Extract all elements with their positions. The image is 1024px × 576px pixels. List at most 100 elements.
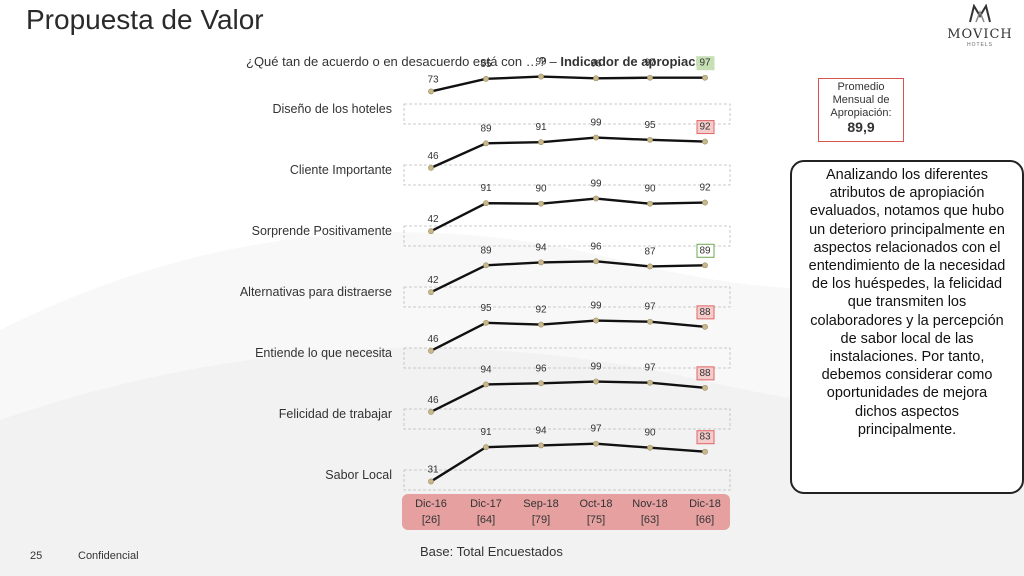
- data-label: 95: [644, 120, 656, 131]
- data-label: 90: [535, 184, 547, 195]
- data-point: [593, 134, 599, 141]
- value-highlight-box: [696, 366, 715, 381]
- data-point: [428, 88, 434, 95]
- logo-mark-icon: [969, 3, 991, 23]
- data-label: 46: [427, 395, 439, 406]
- base-size-label: [64]: [476, 514, 496, 526]
- data-label: 89: [480, 245, 492, 256]
- value-highlight-box: [696, 305, 715, 320]
- data-point: [702, 199, 708, 206]
- data-point: [647, 74, 653, 81]
- row-guide-box: [403, 164, 731, 186]
- data-point: [702, 74, 708, 81]
- data-label: 90: [644, 184, 656, 195]
- data-point: [647, 444, 653, 451]
- data-label: 46: [427, 151, 439, 162]
- value-highlight-box: [696, 430, 715, 445]
- data-point: [483, 262, 489, 269]
- row-label: Sabor Local: [325, 468, 392, 482]
- date-axis-cell: Sep-18 [79]: [514, 494, 568, 528]
- data-label: 96: [590, 241, 602, 252]
- base-size-label: [63]: [640, 514, 660, 526]
- data-label: 92: [699, 183, 711, 194]
- data-point: [428, 408, 434, 415]
- data-label: 42: [427, 214, 439, 225]
- data-label: 89: [480, 123, 492, 134]
- data-point: [428, 478, 434, 485]
- data-label: 96: [590, 58, 602, 69]
- data-point: [538, 321, 544, 328]
- date-axis-cell: Oct-18 [75]: [569, 494, 623, 528]
- row-guide-box: [403, 286, 731, 308]
- data-point: [593, 440, 599, 447]
- row-label: Alternativas para distraerse: [239, 285, 392, 299]
- data-point: [593, 75, 599, 82]
- date-axis-cell: Dic-18 [66]: [678, 494, 732, 528]
- data-label: 97: [644, 58, 656, 69]
- data-point: [538, 442, 544, 449]
- data-label: 97: [699, 58, 711, 69]
- monthly-average-box: Promedio Mensual de Apropiación: 89,9: [818, 78, 904, 142]
- subtitle-question: ¿Qué tan de acuerdo o en desacuerdo está…: [246, 54, 561, 69]
- row-guide-box: [403, 408, 731, 430]
- data-label: 42: [427, 275, 439, 286]
- series-line: [430, 75, 705, 93]
- data-label: 31: [427, 464, 439, 475]
- row-label: Sorprende Positivamente: [251, 224, 392, 238]
- data-label: 92: [699, 122, 711, 133]
- data-label: 88: [699, 307, 711, 318]
- row-label: Entiende lo que necesita: [255, 346, 392, 360]
- series-line: [430, 136, 706, 169]
- row-label: Cliente Importante: [289, 163, 392, 177]
- data-point: [647, 263, 653, 270]
- base-size-label: [26]: [421, 514, 441, 526]
- data-label: 89: [699, 245, 711, 256]
- data-label: 91: [480, 427, 492, 438]
- data-label: 97: [644, 302, 656, 313]
- page-number: 25: [30, 550, 43, 562]
- data-point: [538, 73, 544, 80]
- data-point: [647, 318, 653, 325]
- data-point: [483, 140, 489, 147]
- base-size-label: [66]: [695, 514, 715, 526]
- data-point: [483, 381, 489, 388]
- data-label: 99: [590, 118, 602, 129]
- data-label: 95: [480, 303, 492, 314]
- data-point: [593, 195, 599, 202]
- row-guide-box: [403, 103, 731, 125]
- date-tick-label: Sep-18: [523, 498, 559, 510]
- data-label: 94: [535, 242, 547, 253]
- row-label: Felicidad de trabajar: [278, 407, 392, 421]
- data-label: 97: [590, 424, 602, 435]
- value-highlight-box: [696, 243, 715, 258]
- data-point: [538, 139, 544, 146]
- data-point: [538, 259, 544, 266]
- date-tick-label: Dic-17: [470, 498, 502, 510]
- row-guide-box: [403, 225, 731, 247]
- data-label: 90: [644, 428, 656, 439]
- data-point: [483, 75, 489, 82]
- data-point: [702, 323, 708, 330]
- data-label: 91: [480, 183, 492, 194]
- data-point: [428, 289, 434, 296]
- data-label: 94: [535, 425, 547, 436]
- data-label: 94: [480, 364, 492, 375]
- confidential-label: Confidencial: [78, 550, 139, 562]
- date-tick-label: Oct-18: [579, 498, 613, 510]
- data-point: [647, 136, 653, 143]
- data-label: 92: [535, 305, 547, 316]
- data-point: [428, 164, 434, 171]
- data-point: [593, 317, 599, 324]
- value-highlight-box: [696, 56, 715, 71]
- data-point: [593, 258, 599, 265]
- data-label: 73: [427, 74, 439, 85]
- data-point: [428, 347, 434, 354]
- data-label: 91: [535, 122, 547, 133]
- data-label: 99: [590, 179, 602, 190]
- data-point: [647, 379, 653, 386]
- date-axis-cell: Dic-16 [26]: [404, 494, 458, 528]
- monthly-average-label: Promedio Mensual de Apropiación:: [830, 81, 892, 119]
- page-title: Propuesta de Valor: [26, 4, 264, 35]
